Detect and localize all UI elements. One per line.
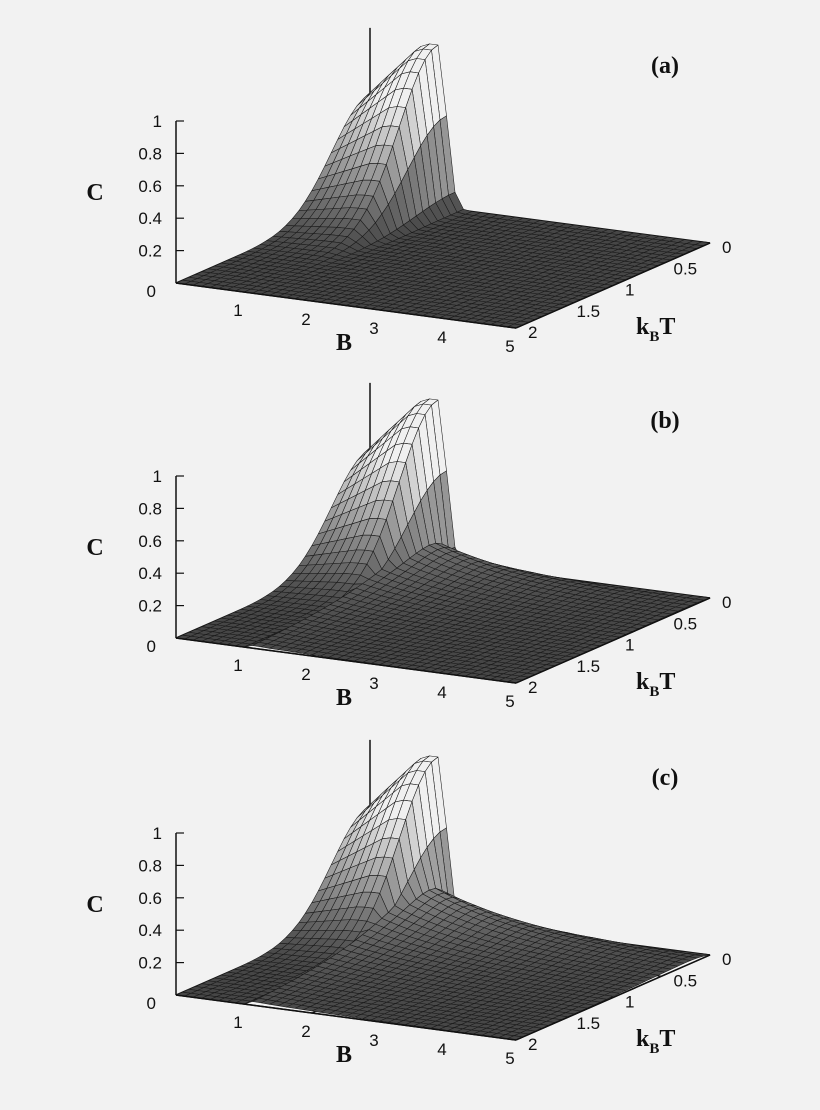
z-tick-label: 0.4 [138,564,162,583]
z-tick-label: 0.8 [138,144,162,163]
panel-label: (a) [651,53,679,79]
z-tick-label: 0.2 [138,597,162,616]
kt-tick-label: 0.5 [674,259,698,278]
panel-label: (c) [652,765,679,791]
b-axis-front [175,637,517,684]
kt-tick-label: 0 [722,950,731,969]
kt-tick-label: 2 [528,678,537,697]
b-tick-label: 4 [437,328,446,347]
z-tick-label: 0.4 [138,209,162,228]
kt-tick-label: 0 [722,593,731,612]
b-tick-label: 3 [369,674,378,693]
z-tick-label: 0 [147,637,156,656]
kt-axis-label: kBT [636,1026,675,1057]
kt-tick-label: 0 [722,238,731,257]
b-tick-label: 2 [301,1022,310,1041]
kt-axis-front [515,954,711,1041]
z-tick-label: 0.6 [138,532,162,551]
kt-tick-label: 2 [528,323,537,342]
kt-tick-label: 1 [625,281,634,300]
kt-tick-label: 0.5 [674,614,698,633]
kt-axis-front [515,242,711,329]
z-tick-label: 1 [153,467,162,486]
b-axis-label: B [336,1042,352,1068]
kt-tick-label: 1.5 [577,302,601,321]
surface-mesh [175,398,711,684]
b-tick-label: 3 [369,319,378,338]
kt-tick-label: 2 [528,1035,537,1054]
b-tick-label: 5 [505,1049,514,1068]
z-axis-label: C [86,535,103,561]
z-tick-label: 0.6 [138,889,162,908]
panel-label: (b) [650,408,679,434]
b-tick-label: 1 [233,1013,242,1032]
kt-tick-label: 1 [625,993,634,1012]
b-tick-label: 3 [369,1031,378,1050]
b-axis-label: B [336,330,352,356]
b-tick-label: 5 [505,692,514,711]
z-tick-label: 0.2 [138,242,162,261]
b-tick-label: 2 [301,665,310,684]
b-axis-front [175,994,517,1041]
b-tick-label: 5 [505,337,514,356]
kt-axis-label: kBT [636,669,675,700]
kt-tick-label: 0.5 [674,971,698,990]
b-tick-label: 1 [233,301,242,320]
z-axis-label: C [86,180,103,206]
b-tick-label: 4 [437,683,446,702]
z-tick-label: 0.2 [138,954,162,973]
z-tick-label: 1 [153,112,162,131]
kt-tick-label: 1 [625,636,634,655]
z-tick-label: 0.6 [138,177,162,196]
b-tick-label: 2 [301,310,310,329]
kt-axis-label: kBT [636,314,675,345]
z-tick-label: 0.4 [138,921,162,940]
kt-axis-front [515,597,711,684]
b-tick-label: 4 [437,1040,446,1059]
surface-mesh [175,755,711,1041]
z-tick-label: 0 [147,994,156,1013]
kt-tick-label: 1.5 [577,657,601,676]
z-tick-label: 1 [153,824,162,843]
b-tick-label: 1 [233,656,242,675]
b-axis-label: B [336,685,352,711]
kt-tick-label: 1.5 [577,1014,601,1033]
z-tick-label: 0.8 [138,499,162,518]
b-axis-front [175,282,517,329]
z-axis-label: C [86,892,103,918]
z-tick-label: 0.8 [138,856,162,875]
z-tick-label: 0 [147,282,156,301]
